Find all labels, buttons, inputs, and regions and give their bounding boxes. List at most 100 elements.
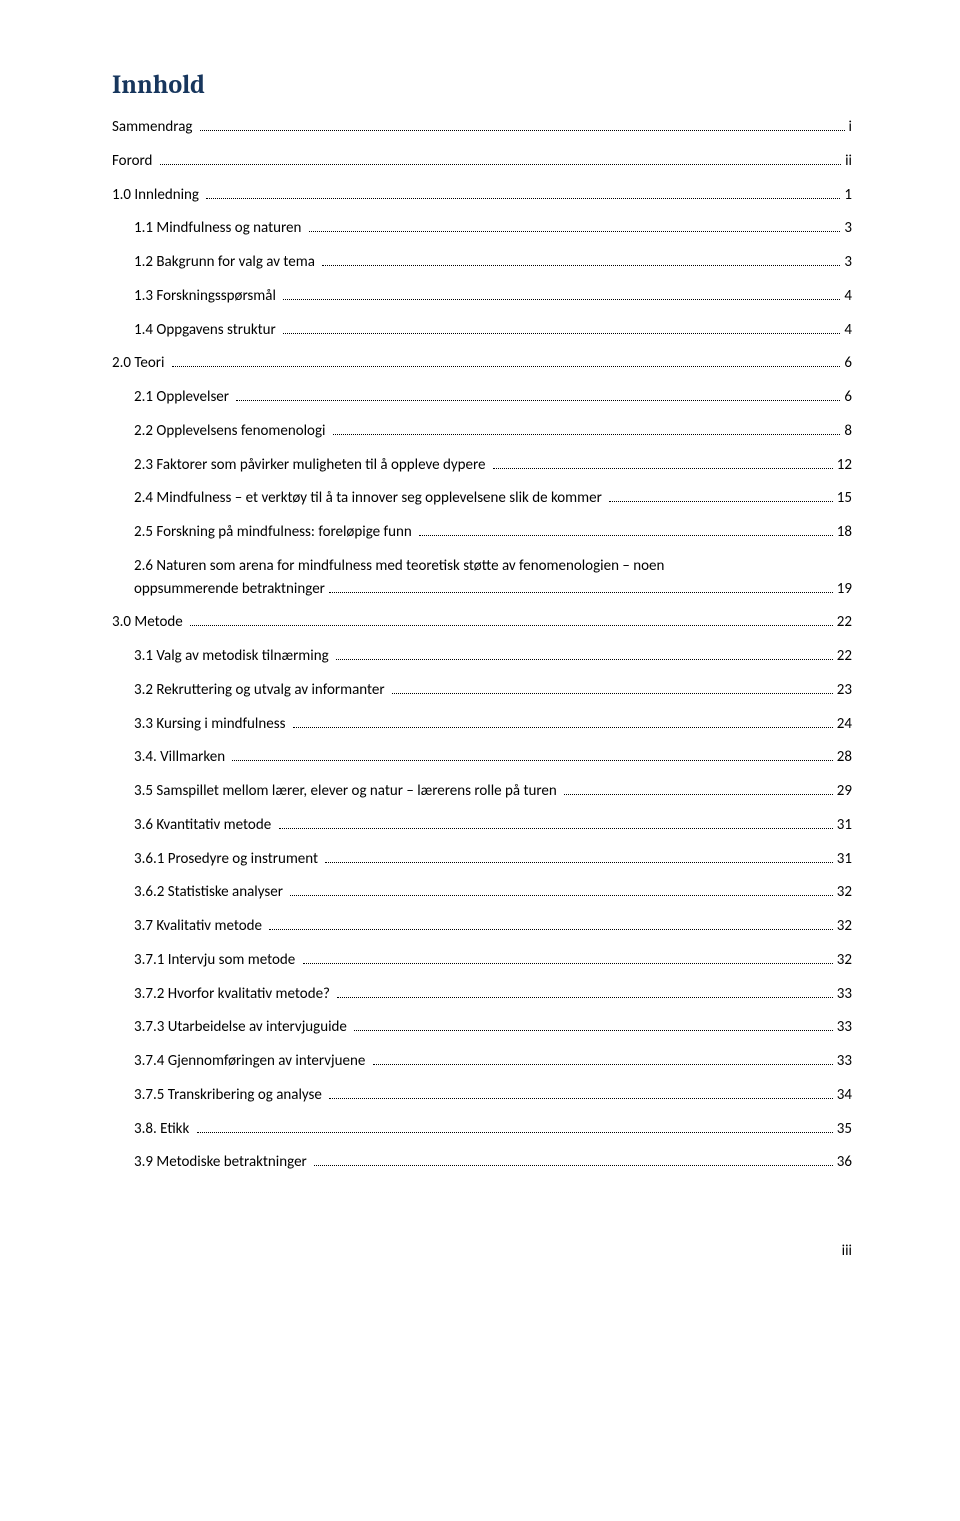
toc-entry: 2.2 Opplevelsens fenomenologi 8 <box>112 422 852 441</box>
toc-label: 2.1 Opplevelser <box>134 388 232 407</box>
toc-entry: 2.3 Faktorer som påvirker muligheten til… <box>112 456 852 475</box>
toc-leader-dots <box>293 727 833 728</box>
toc-leader-dots <box>325 862 832 863</box>
toc-entry: 3.4. Villmarken 28 <box>112 748 852 767</box>
page-number-footer: iii <box>112 1242 852 1260</box>
toc-leader-dots <box>329 1098 833 1099</box>
toc-label: 1.4 Oppgavens struktur <box>134 321 279 340</box>
toc-label: 3.6.1 Prosedyre og instrument <box>134 850 321 869</box>
toc-label: 3.3 Kursing i mindfulness <box>134 715 289 734</box>
toc-leader-dots <box>290 895 832 896</box>
toc-page-number: 29 <box>837 782 852 801</box>
toc-label: Forord <box>112 152 156 171</box>
toc-leader-dots <box>283 333 840 334</box>
toc-leader-dots <box>329 592 833 593</box>
toc-label: 3.8. Etikk <box>134 1120 193 1139</box>
toc-page-number: 3 <box>844 219 852 238</box>
toc-leader-dots <box>373 1064 833 1065</box>
toc-leader-dots <box>172 366 841 367</box>
toc-label: 3.7.1 Intervju som metode <box>134 951 299 970</box>
toc-page-number: 19 <box>837 580 852 599</box>
toc-leader-dots <box>206 198 840 199</box>
toc-entry: 3.7 Kvalitativ metode 32 <box>112 917 852 936</box>
toc-label: 3.7 Kvalitativ metode <box>134 917 265 936</box>
toc-leader-dots <box>354 1030 832 1031</box>
toc-label: 3.1 Valg av metodisk tilnærming <box>134 647 332 666</box>
toc-page-number: 6 <box>844 388 852 407</box>
toc-page-number: 33 <box>837 1018 852 1037</box>
toc-entry: 3.6.1 Prosedyre og instrument 31 <box>112 850 852 869</box>
toc-page-number: 4 <box>844 287 852 306</box>
toc-leader-dots <box>236 400 840 401</box>
toc-page-number: 18 <box>837 523 852 542</box>
toc-entry: 3.2 Rekruttering og utvalg av informante… <box>112 681 852 700</box>
toc-label: 2.3 Faktorer som påvirker muligheten til… <box>134 456 489 475</box>
toc-entry: 1.4 Oppgavens struktur 4 <box>112 321 852 340</box>
toc-leader-dots <box>232 760 832 761</box>
toc-label: 2.5 Forskning på mindfulness: foreløpige… <box>134 523 415 542</box>
toc-page-number: 22 <box>837 647 852 666</box>
toc-entry: 3.0 Metode 22 <box>112 613 852 632</box>
toc-label: 1.0 Innledning <box>112 186 202 205</box>
toc-page-number: 12 <box>837 456 852 475</box>
toc-page-number: 33 <box>837 985 852 1004</box>
toc-leader-dots <box>190 625 833 626</box>
toc-page-number: i <box>849 118 852 137</box>
toc-page-number: 31 <box>837 816 852 835</box>
toc-label: 3.2 Rekruttering og utvalg av informante… <box>134 681 388 700</box>
toc-entry: 3.6.2 Statistiske analyser 32 <box>112 883 852 902</box>
toc-entry: 1.1 Mindfulness og naturen 3 <box>112 219 852 238</box>
toc-entry: 3.9 Metodiske betraktninger 36 <box>112 1153 852 1172</box>
toc-entry: 3.7.2 Hvorfor kvalitativ metode? 33 <box>112 985 852 1004</box>
toc-entry: 3.7.1 Intervju som metode 32 <box>112 951 852 970</box>
toc-label: 3.0 Metode <box>112 613 186 632</box>
toc-page-number: 1 <box>844 186 852 205</box>
toc-leader-dots <box>564 794 833 795</box>
toc-entry: 2.1 Opplevelser 6 <box>112 388 852 407</box>
toc-entry: Sammendrag i <box>112 118 852 137</box>
toc-entry: 1.0 Innledning 1 <box>112 186 852 205</box>
toc-page-number: 28 <box>837 748 852 767</box>
toc-label: 1.1 Mindfulness og naturen <box>134 219 305 238</box>
toc-entry: Forord ii <box>112 152 852 171</box>
toc-entry: 3.7.3 Utarbeidelse av intervjuguide 33 <box>112 1018 852 1037</box>
toc-label: 2.2 Opplevelsens fenomenologi <box>134 422 329 441</box>
toc-leader-dots <box>392 693 833 694</box>
toc-leader-dots <box>314 1165 833 1166</box>
toc-leader-dots <box>337 997 832 998</box>
table-of-contents: Sammendrag i Forord ii 1.0 Innledning 1 1.1… <box>112 118 852 1172</box>
toc-entry: 2.0 Teori 6 <box>112 354 852 373</box>
toc-label: 3.9 Metodiske betraktninger <box>134 1153 310 1172</box>
toc-leader-dots <box>303 963 833 964</box>
toc-page-number: 22 <box>837 613 852 632</box>
toc-entry: 3.1 Valg av metodisk tilnærming 22 <box>112 647 852 666</box>
toc-label: 1.2 Bakgrunn for valg av tema <box>134 253 318 272</box>
toc-leader-dots <box>419 535 833 536</box>
toc-page-number: 24 <box>837 715 852 734</box>
toc-page-number: 3 <box>844 253 852 272</box>
toc-leader-dots <box>336 659 833 660</box>
toc-entry: 1.3 Forskningsspørsmål 4 <box>112 287 852 306</box>
toc-page-number: 8 <box>844 422 852 441</box>
toc-page-number: 36 <box>837 1153 852 1172</box>
toc-entry: 3.6 Kvantitativ metode 31 <box>112 816 852 835</box>
toc-entry: 1.2 Bakgrunn for valg av tema 3 <box>112 253 852 272</box>
toc-page-number: 32 <box>837 883 852 902</box>
toc-entry: 2.6 Naturen som arena for mindfulness me… <box>112 557 852 599</box>
toc-label: 3.4. Villmarken <box>134 748 228 767</box>
toc-entry: 3.7.5 Transkribering og analyse 34 <box>112 1086 852 1105</box>
toc-page-number: 15 <box>837 489 852 508</box>
toc-page-number: ii <box>845 152 852 171</box>
toc-entry: 3.7.4 Gjennomføringen av intervjuene 33 <box>112 1052 852 1071</box>
toc-leader-dots <box>160 164 841 165</box>
toc-label: 3.6.2 Statistiske analyser <box>134 883 286 902</box>
toc-page-number: 31 <box>837 850 852 869</box>
toc-page-number: 35 <box>837 1120 852 1139</box>
toc-leader-dots <box>283 299 840 300</box>
toc-label: 3.7.2 Hvorfor kvalitativ metode? <box>134 985 333 1004</box>
toc-label: 2.4 Mindfulness – et verktøy til å ta in… <box>134 489 605 508</box>
toc-leader-dots <box>200 130 845 131</box>
toc-entry: 3.8. Etikk 35 <box>112 1120 852 1139</box>
toc-leader-dots <box>493 468 833 469</box>
toc-page-number: 33 <box>837 1052 852 1071</box>
